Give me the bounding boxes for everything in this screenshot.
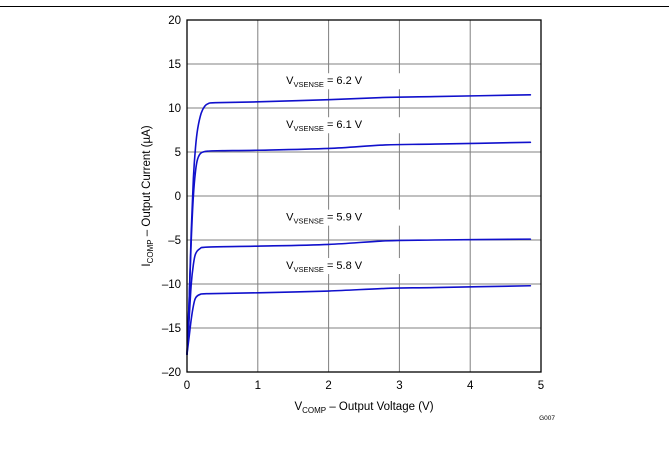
curves [186, 94, 532, 356]
series-label: VVSENSE = 6.1 V [286, 119, 363, 133]
series-line [186, 141, 532, 356]
x-tick-label: 3 [396, 380, 402, 392]
series-labels: VVSENSE = 6.2 V VVSENSE = 6.1 V VVSENSE = … [286, 75, 363, 274]
x-tick-label: 1 [255, 380, 261, 392]
y-tick-label: 20 [168, 15, 181, 27]
series-label-background [282, 258, 403, 275]
x-tick-label: 0 [184, 380, 190, 392]
x-tick-label: 5 [538, 380, 544, 392]
series-label-background [282, 209, 403, 226]
y-tick-label: –20 [162, 367, 181, 379]
series-label: VVSENSE = 5.9 V [286, 212, 363, 226]
series-line [186, 284, 532, 356]
x-tick-label: 2 [325, 380, 331, 392]
x-axis-title: VCOMP – Output Voltage (V) [294, 401, 433, 415]
y-tick-label: –5 [168, 235, 181, 247]
series-line [186, 238, 532, 356]
y-tick-label: 0 [175, 191, 181, 203]
plot-frame [186, 19, 542, 373]
x-tick-label: 4 [467, 380, 474, 392]
y-tick-label: –15 [162, 323, 181, 335]
x-tick-labels: 0 1 2 3 4 5 [184, 380, 544, 392]
top-rule [0, 6, 669, 7]
y-tick-label: –10 [162, 279, 181, 291]
series-label: VVSENSE = 6.2 V [286, 75, 363, 89]
y-tick-label: 5 [175, 147, 181, 159]
y-tick-label: 15 [168, 59, 181, 71]
series-label-background [282, 117, 403, 134]
y-tick-label: 10 [168, 103, 181, 115]
series-label-background [282, 73, 403, 90]
label-backgrounds [282, 73, 403, 275]
series-label: VVSENSE = 5.8 V [286, 260, 363, 274]
y-tick-labels: 20 15 10 5 0 –5 –10 –15 –20 [162, 15, 181, 379]
figure-id: G007 [539, 415, 555, 422]
y-axis-title: ICOMP – Output Current (µA) [141, 125, 155, 266]
